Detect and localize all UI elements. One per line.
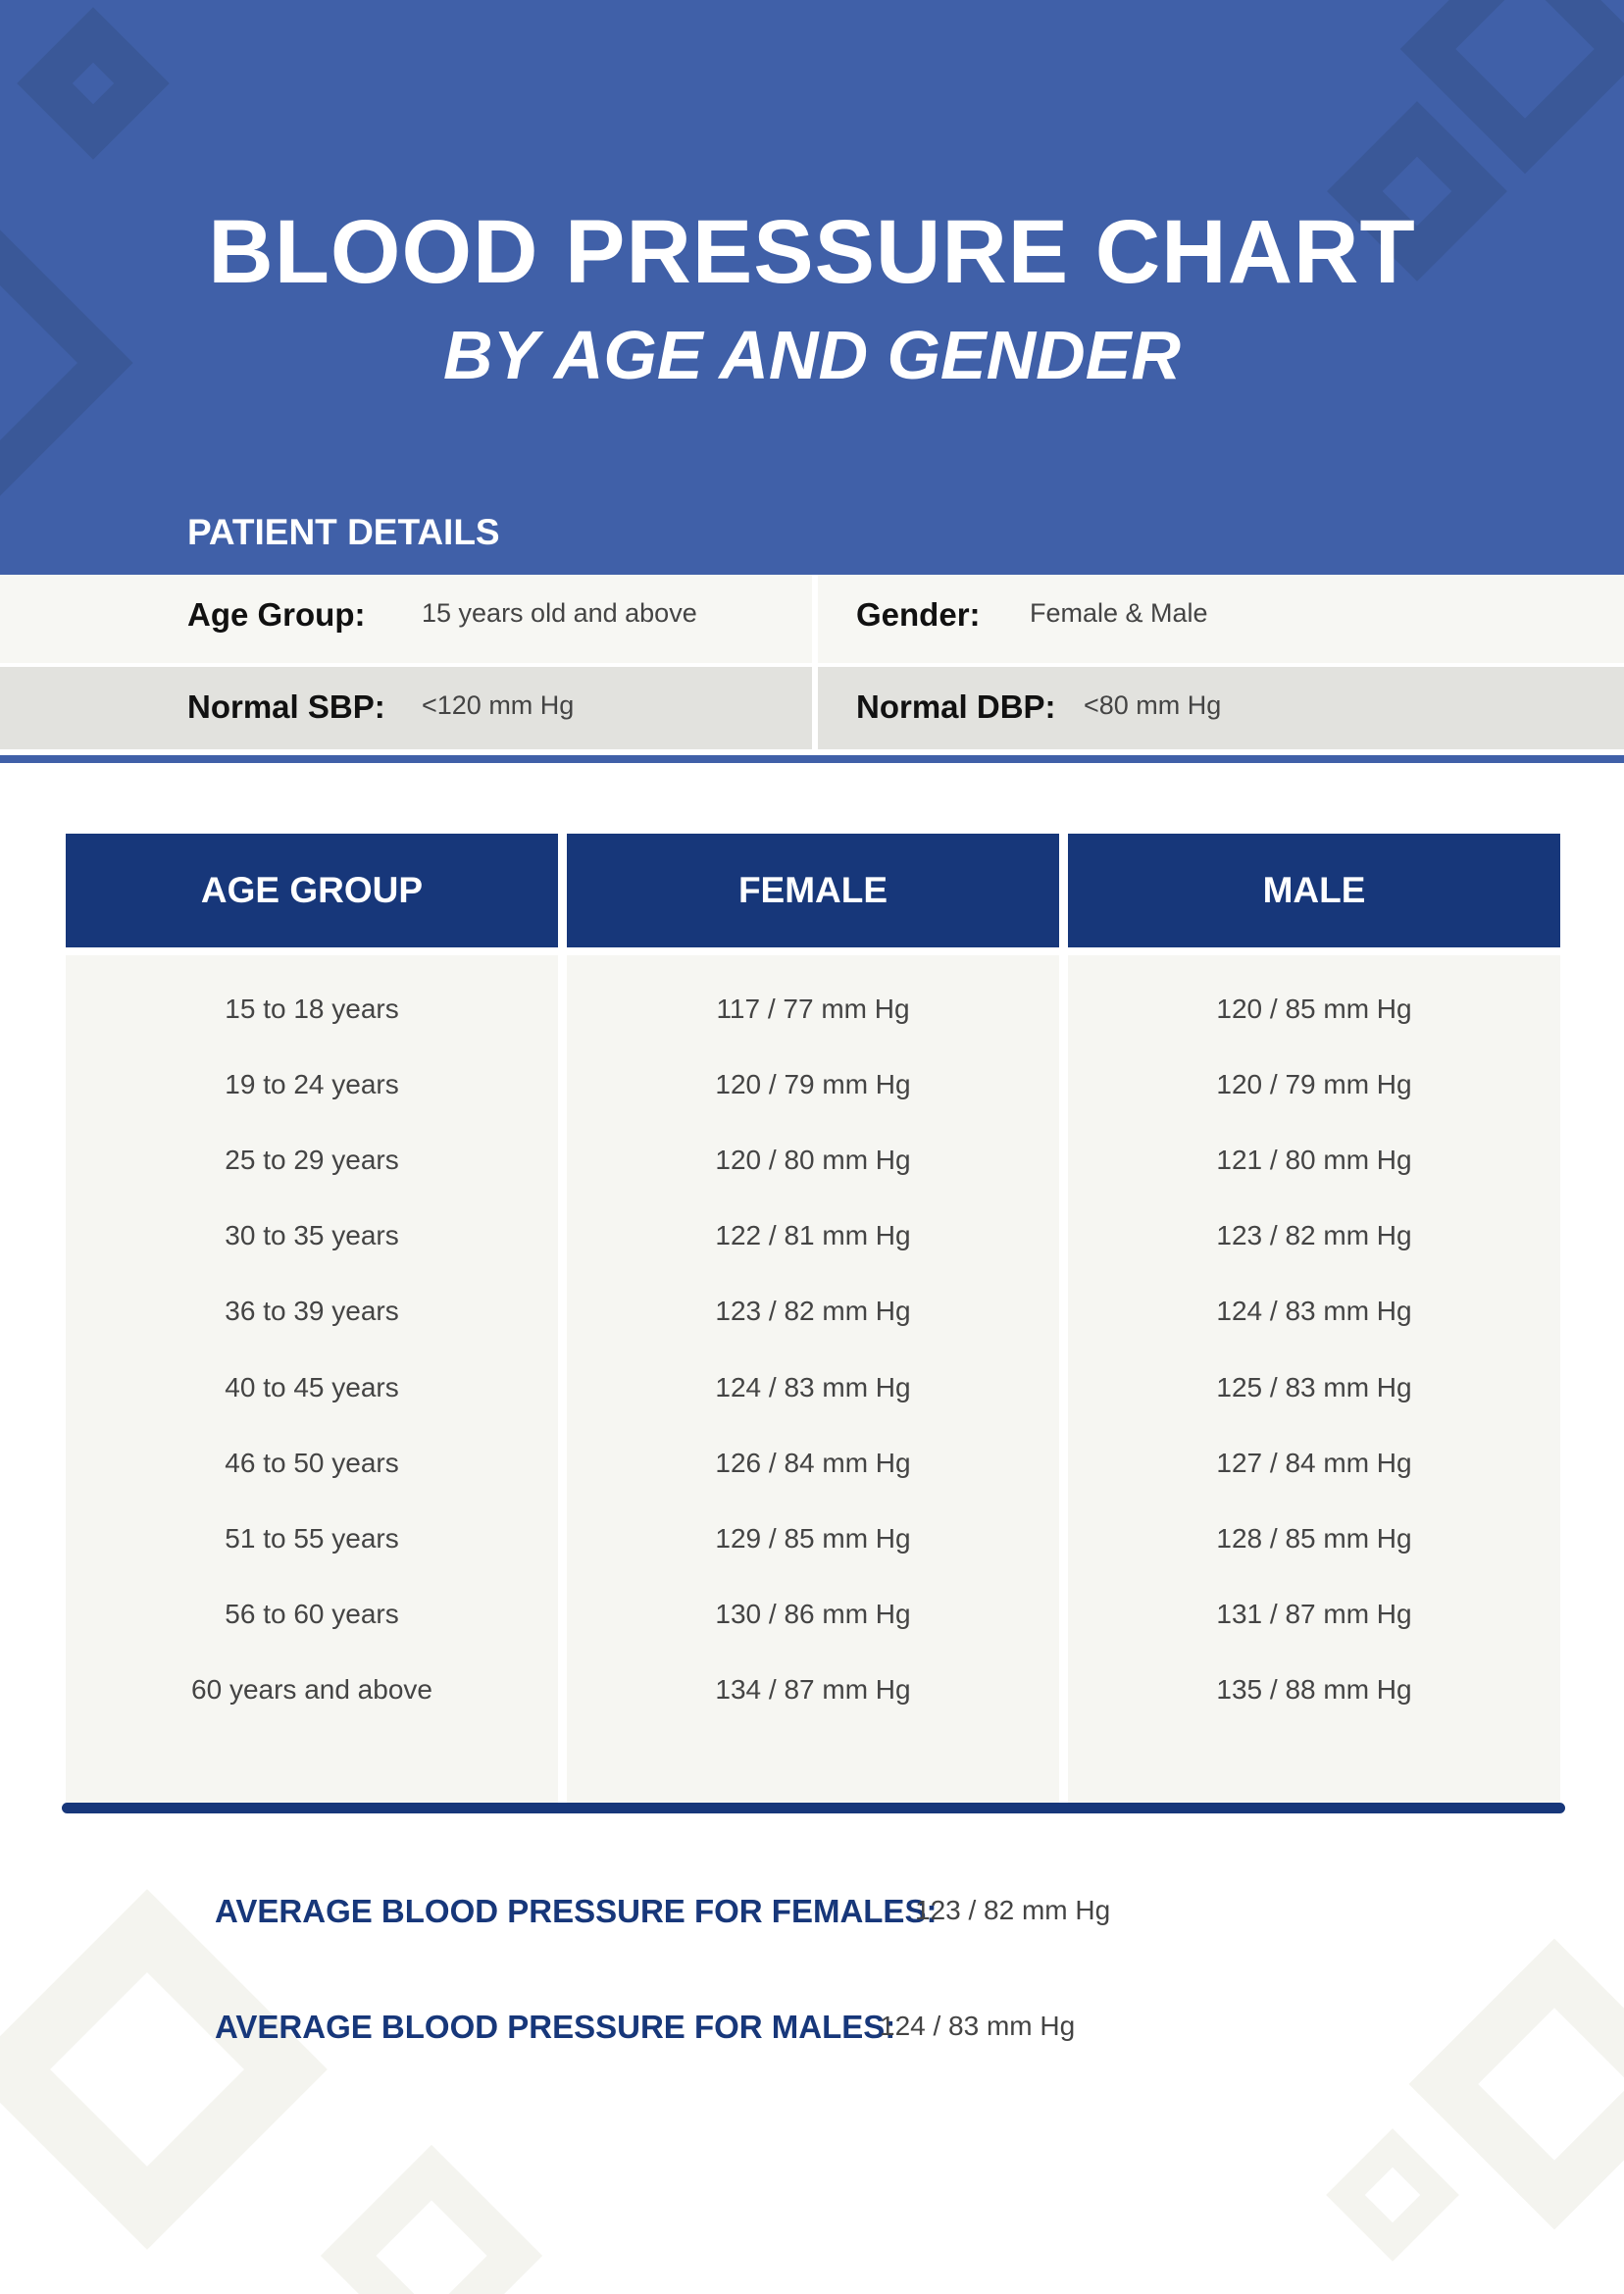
table-cell: 128 / 85 mm Hg xyxy=(1216,1522,1412,1554)
sbp-label: Normal SBP: xyxy=(187,688,385,725)
table-cell: 129 / 85 mm Hg xyxy=(715,1522,911,1554)
table-cell: 134 / 87 mm Hg xyxy=(715,1674,911,1706)
column-body: 15 to 18 years 19 to 24 years 25 to 29 yea… xyxy=(66,955,558,1808)
column-body: 120 / 85 mm Hg 120 / 79 mm Hg 121 / 80 mm … xyxy=(1068,955,1560,1808)
male-column: MALE 120 / 85 mm Hg 120 / 79 mm Hg 121 / 8… xyxy=(1068,834,1560,1808)
sbp-value: <120 mm Hg xyxy=(422,690,575,720)
table-cell: 15 to 18 years xyxy=(225,993,399,1024)
divider xyxy=(812,575,818,749)
column-header: MALE xyxy=(1068,834,1560,947)
average-female-label: AVERAGE BLOOD PRESSURE FOR FEMALES: xyxy=(215,1893,938,1929)
page-title: BLOOD PRESSURE CHART xyxy=(208,202,1416,302)
table-cell: 130 / 86 mm Hg xyxy=(715,1599,911,1630)
table-cell: 120 / 79 mm Hg xyxy=(715,1068,911,1099)
diamond-decoration xyxy=(320,2144,543,2294)
column-header: AGE GROUP xyxy=(66,834,558,947)
table-cell: 25 to 29 years xyxy=(225,1144,399,1175)
gender-label: Gender: xyxy=(856,596,981,633)
diamond-decoration xyxy=(0,1889,328,2250)
table-cell: 121 / 80 mm Hg xyxy=(1216,1144,1412,1175)
age-group-column: AGE GROUP 15 to 18 years 19 to 24 years 25… xyxy=(66,834,558,1808)
table-cell: 40 to 45 years xyxy=(225,1371,399,1402)
column-body: 117 / 77 mm Hg 120 / 79 mm Hg 120 / 80 mm … xyxy=(567,955,1059,1808)
table-cell: 36 to 39 years xyxy=(225,1296,399,1327)
table-cell: 126 / 84 mm Hg xyxy=(715,1447,911,1478)
average-male-label: AVERAGE BLOOD PRESSURE FOR MALES: xyxy=(215,2009,896,2045)
age-group-value: 15 years old and above xyxy=(422,598,697,628)
table-cell: 19 to 24 years xyxy=(225,1068,399,1099)
table-cell: 117 / 77 mm Hg xyxy=(716,993,910,1024)
table-cell: 125 / 83 mm Hg xyxy=(1216,1371,1412,1402)
gender-value: Female & Male xyxy=(1030,598,1208,628)
table-cell: 124 / 83 mm Hg xyxy=(1216,1296,1412,1327)
diamond-decoration xyxy=(1326,2128,1459,2262)
diamond-decoration xyxy=(17,7,170,160)
table-cell: 60 years and above xyxy=(191,1674,432,1706)
table-cell: 131 / 87 mm Hg xyxy=(1216,1599,1412,1630)
female-column: FEMALE 117 / 77 mm Hg 120 / 79 mm Hg 120 /… xyxy=(567,834,1059,1808)
page-subtitle: BY AGE AND GENDER xyxy=(443,317,1181,393)
table-bottom-bar xyxy=(62,1803,1565,1813)
table-cell: 124 / 83 mm Hg xyxy=(715,1371,911,1402)
table-cell: 51 to 55 years xyxy=(225,1522,399,1554)
table-cell: 122 / 81 mm Hg xyxy=(715,1220,911,1251)
patient-details-heading: PATIENT DETAILS xyxy=(187,512,500,552)
average-female-value: 123 / 82 mm Hg xyxy=(915,1895,1111,1925)
column-header: FEMALE xyxy=(567,834,1059,947)
table-cell: 30 to 35 years xyxy=(225,1220,399,1251)
table-cell: 120 / 80 mm Hg xyxy=(715,1144,911,1175)
dbp-label: Normal DBP: xyxy=(856,688,1056,725)
average-male-value: 124 / 83 mm Hg xyxy=(880,2011,1076,2041)
header-banner: BLOOD PRESSURE CHART BY AGE AND GENDER P… xyxy=(0,0,1624,575)
table-cell: 120 / 85 mm Hg xyxy=(1216,993,1412,1024)
table-cell: 135 / 88 mm Hg xyxy=(1216,1674,1412,1706)
dbp-value: <80 mm Hg xyxy=(1084,690,1222,720)
table-cell: 56 to 60 years xyxy=(225,1599,399,1630)
table-cell: 123 / 82 mm Hg xyxy=(1216,1220,1412,1251)
table-cell: 123 / 82 mm Hg xyxy=(715,1296,911,1327)
table-cell: 46 to 50 years xyxy=(225,1447,399,1478)
age-group-label: Age Group: xyxy=(187,596,366,633)
table-cell: 120 / 79 mm Hg xyxy=(1216,1068,1412,1099)
divider xyxy=(0,755,1624,763)
table-cell: 127 / 84 mm Hg xyxy=(1216,1447,1412,1478)
